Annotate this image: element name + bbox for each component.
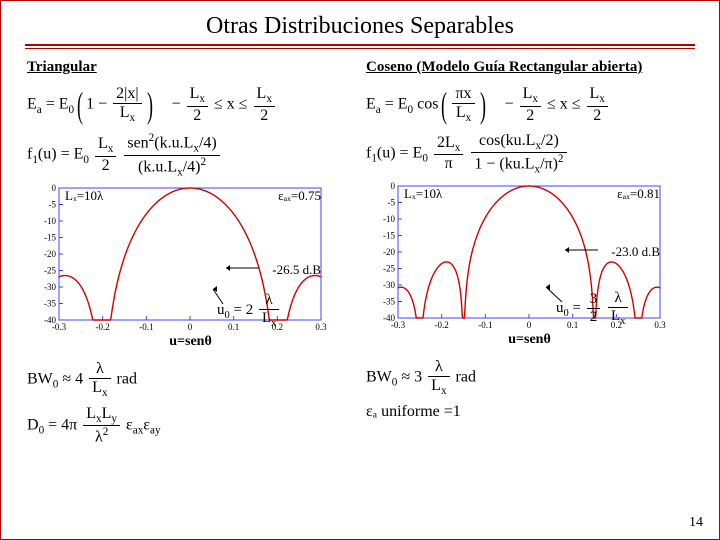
- triangular-lx-annotation: Lₓ=10λ: [65, 188, 103, 204]
- svg-text:-0.1: -0.1: [139, 322, 153, 332]
- triangular-chart-svg: 0-5-10-15-20-25-30-35-40-0.3-0.2-0.100.1…: [27, 184, 327, 334]
- svg-text:0: 0: [527, 320, 532, 330]
- svg-text:0: 0: [391, 182, 396, 191]
- svg-text:0: 0: [52, 184, 57, 193]
- divider-1: [25, 44, 695, 46]
- svg-text:-5: -5: [388, 197, 396, 207]
- coseno-lx-annotation: Lₓ=10λ: [404, 186, 442, 202]
- svg-text:-10: -10: [383, 214, 395, 224]
- svg-text:-20: -20: [44, 249, 56, 259]
- coseno-xlabel: u=senθ: [366, 332, 693, 348]
- svg-text:-20: -20: [383, 247, 395, 257]
- triangular-eax-annotation: εₐₓ=0.75: [278, 188, 321, 204]
- svg-text:0: 0: [188, 322, 193, 332]
- coseno-sll-annotation: -23.0 d.B: [611, 244, 660, 260]
- svg-text:0.3: 0.3: [654, 320, 666, 330]
- coseno-eax-annotation: εₐₓ=0.81: [617, 186, 660, 202]
- svg-text:-35: -35: [44, 299, 56, 309]
- triangular-f1-equation: f1(u) = E0 Lx2 sen2(k.u.Lx/4)(k.u.Lx/4)2: [27, 132, 354, 178]
- svg-text:-25: -25: [44, 266, 56, 276]
- triangular-chart: 0-5-10-15-20-25-30-35-40-0.3-0.2-0.100.1…: [27, 184, 327, 334]
- right-column: Coseno (Modelo Guía Rectangular abierta)…: [360, 59, 699, 453]
- triangular-ea-equation: Ea = E0(1 − 2|x|Lx) − Lx2 ≤ x ≤ Lx2: [27, 84, 354, 126]
- svg-text:-25: -25: [383, 263, 395, 273]
- svg-text:-30: -30: [44, 282, 56, 292]
- svg-text:-0.1: -0.1: [478, 320, 492, 330]
- ea-uniform-label: εₐ uniforme =1: [366, 403, 693, 421]
- coseno-chart: 0-5-10-15-20-25-30-35-40-0.3-0.2-0.100.1…: [366, 182, 666, 332]
- slide-title: Otras Distribuciones Separables: [1, 13, 719, 40]
- svg-text:-15: -15: [383, 230, 395, 240]
- triangular-u0-annotation: u0 = 2 λLx: [217, 292, 281, 329]
- coseno-heading: Coseno (Modelo Guía Rectangular abierta): [366, 59, 693, 76]
- svg-text:-5: -5: [49, 200, 57, 210]
- coseno-ea-equation: Ea = E0 cos(πxLx) − Lx2 ≤ x ≤ Lx2: [366, 84, 693, 126]
- coseno-bw-equation: BW0 ≈ 3 λLx rad: [366, 358, 693, 397]
- triangular-heading: Triangular: [27, 59, 354, 76]
- triangular-bw-equation: BW0 ≈ 4 λLx rad: [27, 360, 354, 399]
- svg-text:-0.2: -0.2: [435, 320, 449, 330]
- left-column: Triangular Ea = E0(1 − 2|x|Lx) − Lx2 ≤ x…: [21, 59, 360, 453]
- triangular-xlabel: u=senθ: [27, 334, 354, 350]
- svg-text:-0.3: -0.3: [52, 322, 67, 332]
- coseno-u0-annotation: u0 = 32 λLx: [556, 290, 630, 327]
- svg-text:-35: -35: [383, 296, 395, 306]
- svg-text:0.3: 0.3: [315, 322, 327, 332]
- coseno-f1-equation: f1(u) = E0 2Lxπ cos(ku.Lx/2)1 − (ku.Lx/π…: [366, 132, 693, 176]
- svg-text:-30: -30: [383, 280, 395, 290]
- page-number: 14: [689, 515, 703, 531]
- triangular-sll-annotation: -26.5 d.B: [272, 262, 321, 278]
- svg-text:-0.2: -0.2: [96, 322, 110, 332]
- svg-text:-0.3: -0.3: [391, 320, 406, 330]
- divider-2: [25, 48, 695, 49]
- svg-text:-15: -15: [44, 233, 56, 243]
- svg-text:-10: -10: [44, 216, 56, 226]
- d0-equation: D0 = 4π LxLyλ2 εaxεay: [27, 405, 354, 447]
